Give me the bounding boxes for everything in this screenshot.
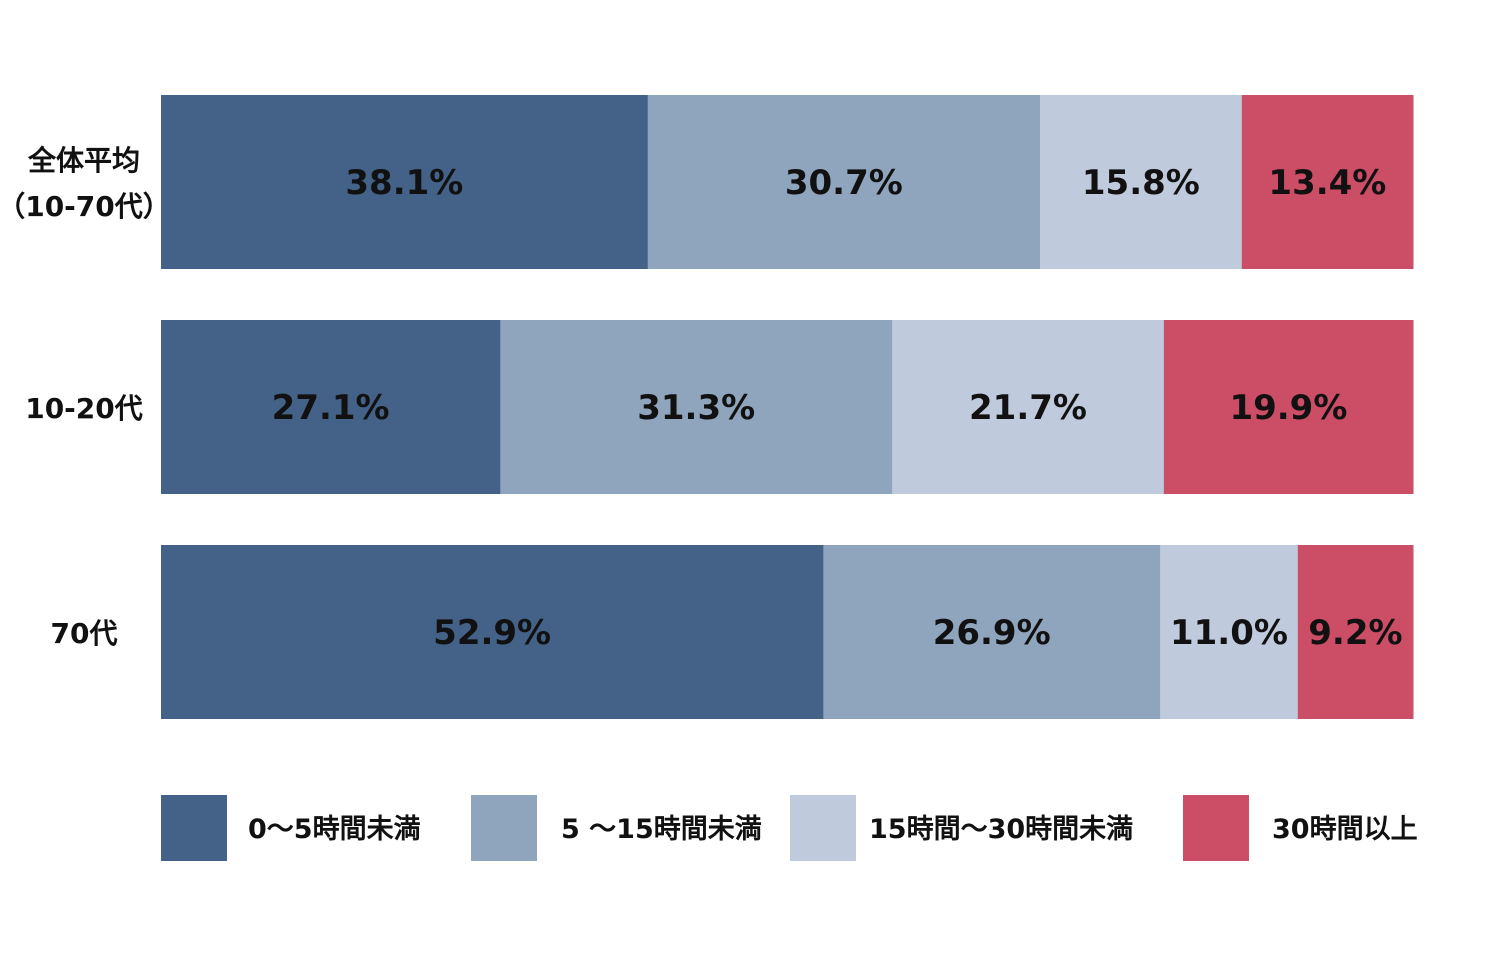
bar-segment-row0-series0 [161,95,649,269]
category-label-1: 10-20代 [25,392,143,425]
legend: 0～5時間未満 5 ～15時間未満 15時間～30時間未満 30時間以上 [161,795,1418,861]
bar-segment-row2-series3 [1297,545,1414,719]
bar-segment-row0-series2 [1039,95,1243,269]
legend-label-0: 0～5時間未満 [248,814,421,845]
category-label-2: 70代 [51,617,118,650]
bar-segment-row1-series1 [500,320,893,494]
legend-label-3: 30時間以上 [1272,814,1418,845]
bar-segment-row1-series2 [892,320,1165,494]
bar-segment-row1-series3 [1163,320,1414,494]
data-label-row0-series0: 38.1% [345,163,463,203]
data-label-row1-series0: 27.1% [272,388,390,428]
bar-segment-row2-series2 [1160,545,1299,719]
category-label-0-line1: （10-70代） [0,190,171,223]
bar-segment-row0-series1 [647,95,1041,269]
data-label-row2-series2: 11.0% [1170,613,1288,653]
data-label-row0-series1: 30.7% [785,163,903,203]
data-label-row1-series2: 21.7% [969,388,1087,428]
bar-segment-row2-series1 [823,545,1161,719]
bar-segment-row2-series0 [161,545,824,719]
legend-swatch-3 [1183,795,1249,861]
bars-layer: 38.1% 30.7% 15.8% 13.4% 27.1% 31.3% 21.7% 19.9%… [161,95,1414,719]
legend-swatch-1 [471,795,537,861]
data-label-row2-series0: 52.9% [433,613,551,653]
category-label-0-line0: 全体平均 [27,144,140,177]
data-label-row0-series3: 13.4% [1268,163,1386,203]
legend-swatch-2 [790,795,856,861]
data-label-row1-series1: 31.3% [637,388,755,428]
legend-label-1: 5 ～15時間未満 [561,814,762,845]
bar-segment-row0-series3 [1241,95,1414,269]
data-label-row2-series1: 26.9% [933,613,1051,653]
legend-swatch-0 [161,795,227,861]
category-labels: 全体平均 （10-70代） 10-20代 70代 [0,144,171,650]
legend-label-2: 15時間～30時間未満 [869,814,1133,845]
data-label-row2-series3: 9.2% [1308,613,1402,653]
data-label-row0-series2: 15.8% [1082,163,1200,203]
bar-segment-row1-series0 [161,320,501,494]
data-label-row1-series3: 19.9% [1229,388,1347,428]
